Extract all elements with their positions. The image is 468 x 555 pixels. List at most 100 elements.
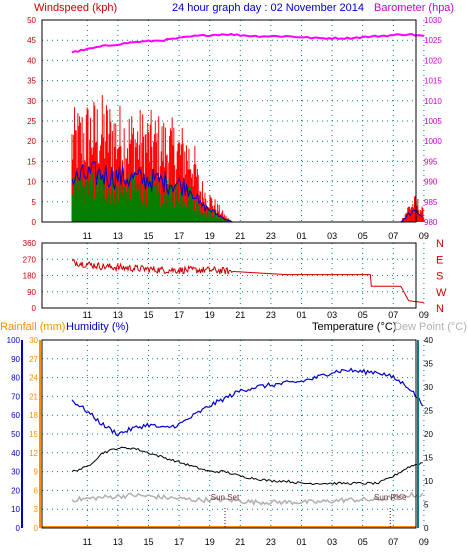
- humidity-axis-title: Humidity (%): [66, 321, 129, 333]
- humidity-tick-label: 0: [16, 524, 21, 533]
- humidity-tick-label: 70: [11, 392, 20, 401]
- x-tick-label: 03: [327, 537, 337, 547]
- compass-label: N: [436, 303, 444, 315]
- humidity-tick-label: 40: [11, 449, 20, 458]
- chart-title: 24 hour graph day : 02 November 2014: [172, 2, 364, 14]
- rainfall-tick-label: 15: [29, 430, 38, 439]
- x-tick-label: 13: [113, 231, 123, 241]
- direction-tick-label: 360: [23, 239, 37, 248]
- x-tick-label: 05: [358, 310, 368, 320]
- x-tick-label: 07: [388, 310, 398, 320]
- x-tick-label: 13: [113, 310, 123, 320]
- x-tick-label: 15: [143, 310, 153, 320]
- x-tick-label: 17: [174, 310, 184, 320]
- compass-label: W: [436, 287, 447, 299]
- y-tick-label-left: 30: [27, 97, 36, 106]
- compass-label: E: [436, 254, 443, 266]
- wind-direction-line: [71, 258, 424, 303]
- humidity-tick-label: 60: [11, 411, 20, 420]
- y-tick-label-left: 15: [27, 157, 36, 166]
- x-tick-label: 09: [419, 231, 429, 241]
- x-tick-label: 01: [296, 310, 306, 320]
- x-tick-label: 21: [235, 310, 245, 320]
- direction-tick-label: 270: [23, 255, 37, 264]
- axes-layer: 11 13 15 17 19 21 23 01 03 05 07 090510152025303540…: [7, 16, 447, 547]
- x-tick-label: 17: [174, 231, 184, 241]
- x-tick-label: 23: [266, 537, 276, 547]
- x-tick-label: 19: [205, 231, 215, 241]
- temperature-line: [71, 446, 423, 486]
- humidity-tick-label: 10: [11, 505, 20, 514]
- temperature-tick-label: 25: [424, 407, 433, 416]
- x-tick-label: 23: [266, 231, 276, 241]
- grid-layer: [42, 20, 425, 528]
- direction-tick-label: 180: [23, 272, 37, 281]
- x-tick-label: 01: [296, 537, 306, 547]
- x-tick-label: 17: [174, 537, 184, 547]
- y-tick-label-right: 995: [424, 157, 438, 166]
- sun-marker-label: Sun Set: [211, 493, 240, 502]
- x-tick-label: 19: [205, 537, 215, 547]
- rainfall-tick-label: 30: [29, 336, 38, 345]
- x-tick-label: 11: [83, 231, 92, 241]
- dewpoint-axis-title: Dew Point (°C): [394, 321, 467, 333]
- y-tick-label-right: 1010: [424, 97, 442, 106]
- y-tick-label-right: 1030: [424, 16, 442, 25]
- x-tick-label: 11: [83, 537, 92, 547]
- x-tick-label: 15: [143, 537, 153, 547]
- y-tick-label-left: 5: [32, 198, 37, 207]
- temperature-axis-title: Temperature (°C): [312, 321, 396, 333]
- temperature-plot: Sun Set Sun Rise: [42, 367, 424, 528]
- y-tick-label-right: 1015: [424, 77, 442, 86]
- temperature-panel-frame: [41, 339, 417, 529]
- rainfall-tick-label: 6: [34, 486, 39, 495]
- compass-label: N: [436, 238, 444, 250]
- y-tick-label-right: 1005: [424, 117, 442, 126]
- x-tick-label: 01: [296, 231, 306, 241]
- humidity-tick-label: 20: [11, 486, 20, 495]
- humidity-line: [71, 367, 424, 437]
- x-tick-label: 03: [327, 231, 337, 241]
- x-tick-label: 15: [143, 231, 153, 241]
- x-tick-label: 05: [358, 537, 368, 547]
- x-tick-label: 23: [266, 310, 276, 320]
- direction-tick-label: 90: [27, 288, 36, 297]
- y-tick-label-right: 1025: [424, 36, 442, 45]
- y-tick-label-left: 40: [27, 56, 36, 65]
- humidity-tick-label: 100: [7, 336, 21, 345]
- x-tick-label: 03: [327, 310, 337, 320]
- y-tick-label-left: 25: [27, 117, 36, 126]
- rainfall-tick-label: 12: [29, 449, 38, 458]
- rainfall-tick-label: 0: [34, 524, 39, 533]
- x-tick-label: 05: [358, 231, 368, 241]
- humidity-tick-label: 50: [11, 430, 20, 439]
- temperature-tick-label: 5: [424, 501, 429, 510]
- y-tick-label-right: 980: [424, 218, 438, 227]
- y-tick-label-right: 985: [424, 198, 438, 207]
- direction-plot: [71, 258, 424, 303]
- y-tick-label-right: 990: [424, 178, 438, 187]
- humidity-tick-label: 80: [11, 374, 20, 383]
- y-tick-label-left: 0: [32, 218, 37, 227]
- x-tick-label: 07: [388, 537, 398, 547]
- rainfall-tick-label: 21: [29, 392, 38, 401]
- humidity-tick-label: 90: [11, 355, 20, 364]
- barometer-line: [71, 32, 425, 54]
- wind-panel-frame: [41, 19, 417, 223]
- dewpoint-line: [71, 491, 424, 507]
- x-tick-label: 09: [419, 537, 429, 547]
- rainfall-tick-label: 9: [34, 468, 39, 477]
- temperature-tick-label: 35: [424, 360, 433, 369]
- x-tick-label: 21: [235, 537, 245, 547]
- direction-panel-frame: [41, 242, 417, 309]
- rainfall-axis-title: Rainfall (mm): [0, 321, 65, 333]
- temperature-tick-label: 0: [424, 524, 429, 533]
- temperature-tick-label: 20: [424, 430, 433, 439]
- x-tick-label: 19: [205, 310, 215, 320]
- x-tick-label: 21: [235, 231, 245, 241]
- x-tick-label: 09: [419, 310, 429, 320]
- x-tick-label: 13: [113, 537, 123, 547]
- rainfall-tick-label: 18: [29, 411, 38, 420]
- temperature-tick-label: 10: [424, 477, 433, 486]
